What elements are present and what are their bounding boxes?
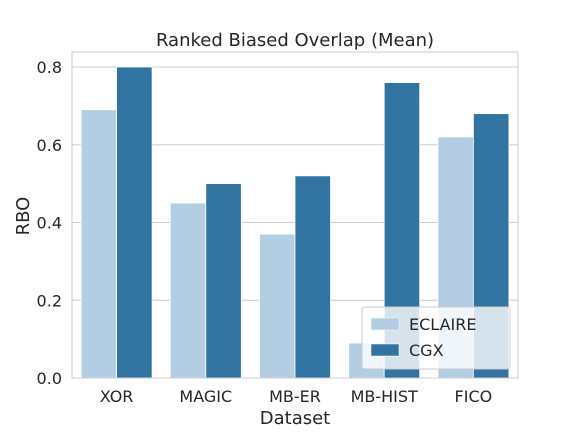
- legend: ECLAIRE CGX: [361, 306, 511, 370]
- y-axis-title: RBO: [13, 197, 34, 236]
- x-tick-label: FICO: [455, 387, 493, 406]
- x-tick-label: XOR: [100, 387, 134, 406]
- x-tick-label: MB-HIST: [351, 387, 418, 406]
- y-tick-label: 0.2: [37, 291, 62, 310]
- bar-cgx-mb-er: [294, 175, 331, 379]
- legend-swatch-cgx: [370, 343, 400, 357]
- bar-eclaire-magic: [169, 202, 207, 379]
- chart-title: Ranked Biased Overlap (Mean): [156, 30, 434, 51]
- bar-cgx-xor: [116, 66, 153, 379]
- x-axis-title: Dataset: [260, 408, 331, 429]
- y-tick-label: 0.0: [37, 369, 62, 388]
- bar-eclaire-xor: [80, 109, 117, 379]
- y-tick-label: 0.4: [37, 214, 62, 233]
- x-tick-label: MAGIC: [179, 387, 232, 406]
- legend-label-eclaire: ECLAIRE: [409, 315, 476, 334]
- x-tick-labels: XOR MAGIC MB-ER MB-HIST FICO: [100, 387, 492, 406]
- plot-frame: [71, 51, 519, 379]
- y-tick-label: 0.8: [37, 58, 62, 77]
- x-tick-label: MB-ER: [269, 387, 321, 406]
- y-tick-labels: 0.0 0.2 0.4 0.6 0.8: [37, 58, 62, 388]
- bar-eclaire-mb-er: [259, 233, 296, 379]
- bar-cgx-magic: [205, 183, 242, 379]
- y-tick-label: 0.6: [37, 136, 62, 155]
- legend-label-cgx: CGX: [409, 341, 444, 360]
- legend-swatch-eclaire: [370, 317, 400, 331]
